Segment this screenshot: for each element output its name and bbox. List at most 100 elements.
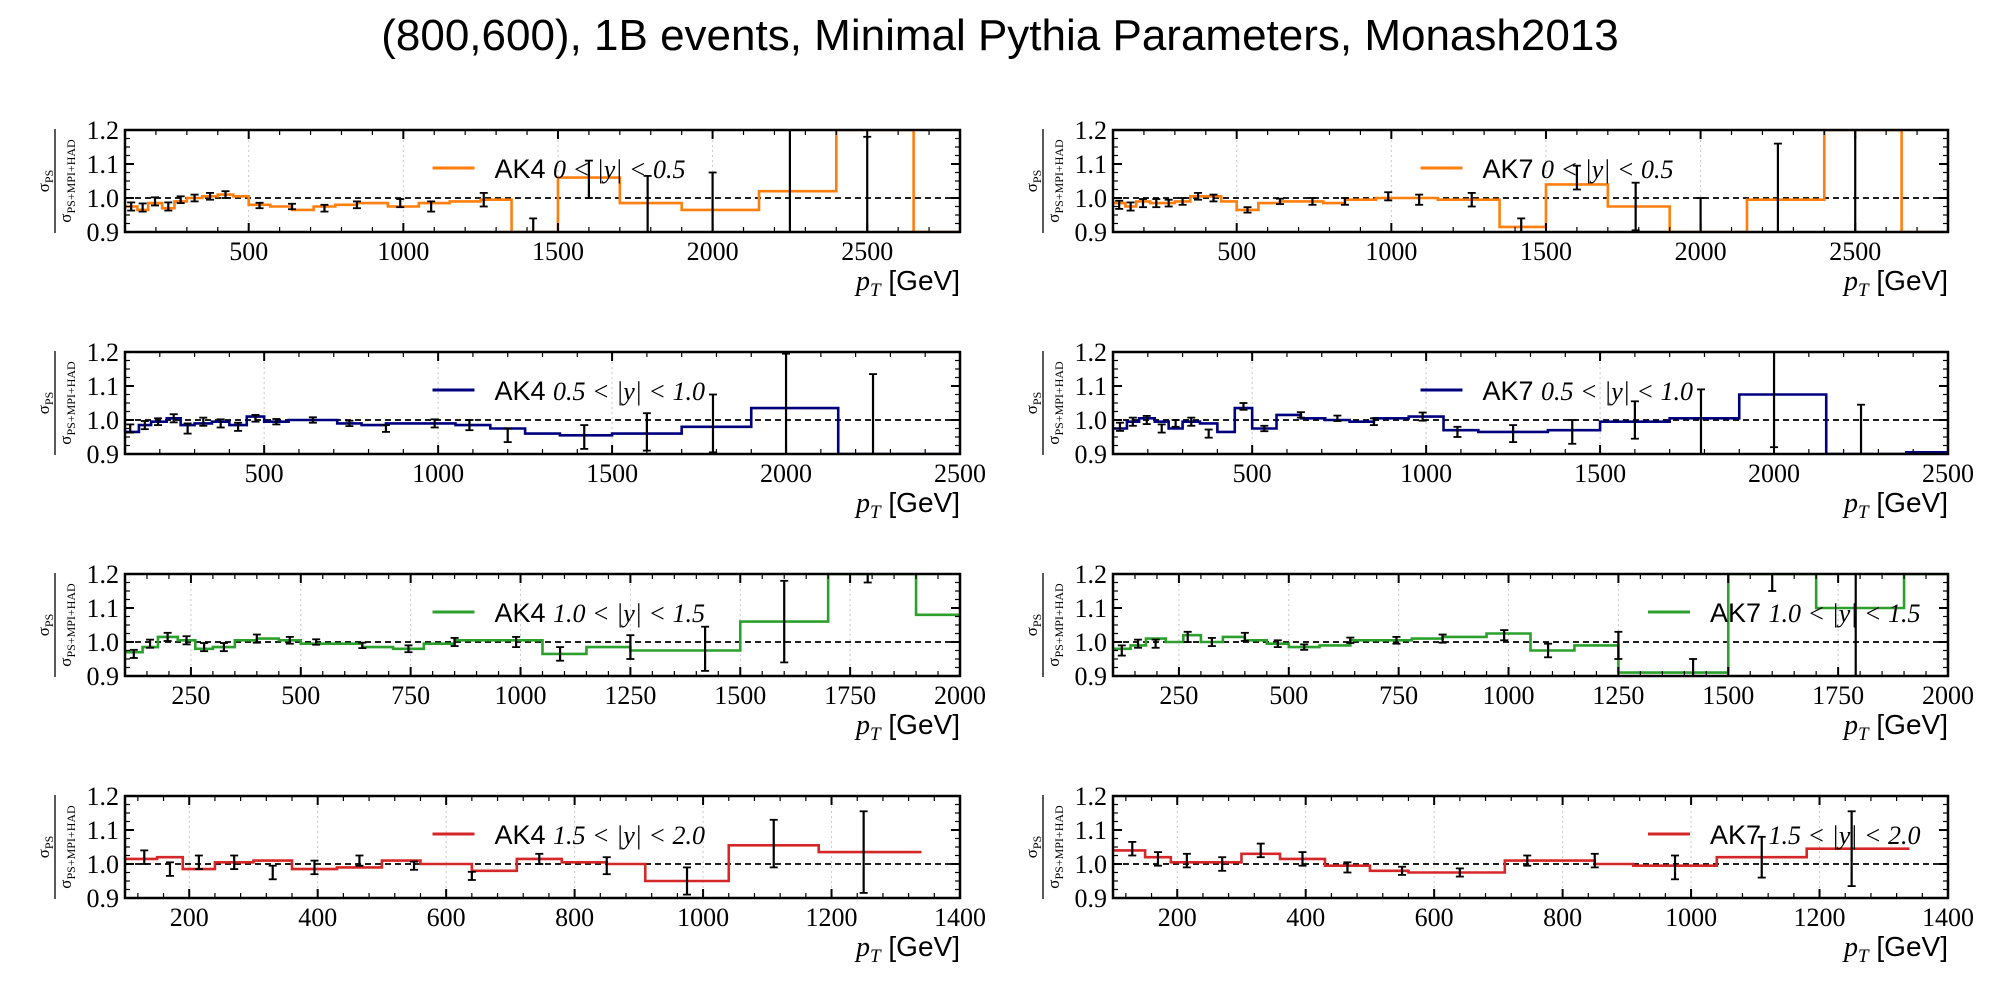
x-tick-label: 2500	[1829, 237, 1881, 266]
y-tick-label: 1.2	[1075, 338, 1108, 367]
x-tick-label: 2000	[1675, 237, 1727, 266]
legend-label: AK7 1.5 < |y| < 2.0	[1710, 820, 1920, 850]
series-step-line	[1113, 130, 1948, 232]
x-tick-label: 2000	[760, 459, 812, 488]
x-axis-label: pT [GeV]	[854, 931, 960, 967]
y-tick-label: 1.1	[1075, 150, 1108, 179]
x-tick-label: 200	[170, 903, 209, 932]
x-tick-label: 1250	[1592, 681, 1644, 710]
series-group	[1113, 130, 1948, 232]
y-tick-label: 0.9	[1075, 218, 1108, 247]
legend-label: AK7 1.0 < |y| < 1.5	[1710, 598, 1920, 628]
x-tick-label: 800	[555, 903, 594, 932]
x-tick-label: 1750	[1812, 681, 1864, 710]
x-axis-label: pT [GeV]	[1842, 709, 1948, 745]
y-axis-label-numerator: σPS	[34, 170, 56, 193]
y-tick-label: 1.2	[1075, 116, 1108, 145]
legend-label: AK7 0 < |y| < 0.5	[1483, 154, 1674, 184]
x-tick-label: 1750	[824, 681, 876, 710]
y-axis-label-numerator: σPS	[1022, 614, 1044, 637]
x-tick-label: 200	[1158, 903, 1197, 932]
y-tick-label: 1.0	[87, 184, 120, 213]
legend-label: AK4 1.5 < |y| < 2.0	[495, 820, 705, 850]
x-axis-label: pT [GeV]	[854, 709, 960, 745]
x-tick-label: 750	[391, 681, 430, 710]
x-tick-label: 250	[171, 681, 210, 710]
x-axis-label: pT [GeV]	[1842, 265, 1948, 301]
panel-5: 0.9 1.0 1.1 1.2 250 500 750 1000 1250 1500 1750 200…	[1022, 560, 1974, 745]
series-group	[1113, 352, 1948, 454]
y-tick-label: 0.9	[1075, 440, 1108, 469]
y-tick-label: 1.2	[87, 116, 120, 145]
y-axis-label-denominator: σPS+MPI+HAD	[56, 361, 78, 445]
x-tick-label: 500	[229, 237, 268, 266]
y-axis-label-denominator: σPS+MPI+HAD	[1044, 361, 1066, 445]
y-axis-label-numerator: σPS	[1022, 170, 1044, 193]
y-tick-label: 1.0	[1075, 628, 1108, 657]
y-tick-label: 1.2	[1075, 782, 1108, 811]
x-tick-label: 400	[298, 903, 337, 932]
y-axis-label-numerator: σPS	[1022, 836, 1044, 859]
x-tick-label: 1500	[586, 459, 638, 488]
x-tick-label: 1200	[1794, 903, 1846, 932]
x-axis-label: pT [GeV]	[854, 487, 960, 523]
y-tick-label: 1.0	[87, 628, 120, 657]
x-tick-label: 2000	[934, 681, 986, 710]
series-group	[1113, 810, 1910, 887]
series-group	[1113, 574, 1948, 676]
legend-label: AK4 0 < |y| < 0.5	[495, 154, 686, 184]
y-tick-label: 1.2	[87, 560, 120, 589]
x-tick-label: 500	[245, 459, 284, 488]
y-tick-label: 1.1	[87, 150, 120, 179]
y-axis-label-denominator: σPS+MPI+HAD	[1044, 583, 1066, 667]
series-step-line	[1113, 393, 1948, 454]
y-axis-label-numerator: σPS	[34, 392, 56, 415]
y-tick-label: 1.1	[1075, 594, 1108, 623]
y-axis-label-numerator: σPS	[34, 836, 56, 859]
y-axis-label-denominator: σPS+MPI+HAD	[56, 583, 78, 667]
x-tick-label: 500	[1217, 237, 1256, 266]
y-tick-label: 0.9	[87, 662, 120, 691]
x-axis-label: pT [GeV]	[1842, 931, 1948, 967]
x-tick-label: 600	[1415, 903, 1454, 932]
x-tick-label: 500	[1233, 459, 1272, 488]
series-group	[125, 130, 960, 232]
legend-label: AK4 0.5 < |y| < 1.0	[495, 376, 705, 406]
series-step-line	[125, 844, 922, 883]
x-tick-label: 2000	[1922, 681, 1974, 710]
x-tick-label: 2500	[934, 459, 986, 488]
x-tick-label: 500	[1269, 681, 1308, 710]
x-tick-label: 1200	[806, 903, 858, 932]
x-tick-label: 2000	[1748, 459, 1800, 488]
y-tick-label: 1.1	[87, 816, 120, 845]
y-tick-label: 0.9	[87, 218, 120, 247]
x-tick-label: 1000	[677, 903, 729, 932]
x-tick-label: 1000	[1365, 237, 1417, 266]
y-axis-label-denominator: σPS+MPI+HAD	[1044, 139, 1066, 223]
figure-title: (800,600), 1B events, Minimal Pythia Par…	[381, 11, 1619, 60]
x-tick-label: 1500	[532, 237, 584, 266]
y-tick-label: 1.1	[87, 594, 120, 623]
y-tick-label: 1.2	[87, 338, 120, 367]
y-axis-label-denominator: σPS+MPI+HAD	[1044, 805, 1066, 889]
x-tick-label: 2500	[841, 237, 893, 266]
x-axis-label: pT [GeV]	[854, 265, 960, 301]
y-axis-label-numerator: σPS	[1022, 392, 1044, 415]
x-tick-label: 1400	[1922, 903, 1974, 932]
y-tick-label: 0.9	[87, 440, 120, 469]
y-tick-label: 0.9	[87, 884, 120, 913]
series-group	[125, 810, 922, 896]
